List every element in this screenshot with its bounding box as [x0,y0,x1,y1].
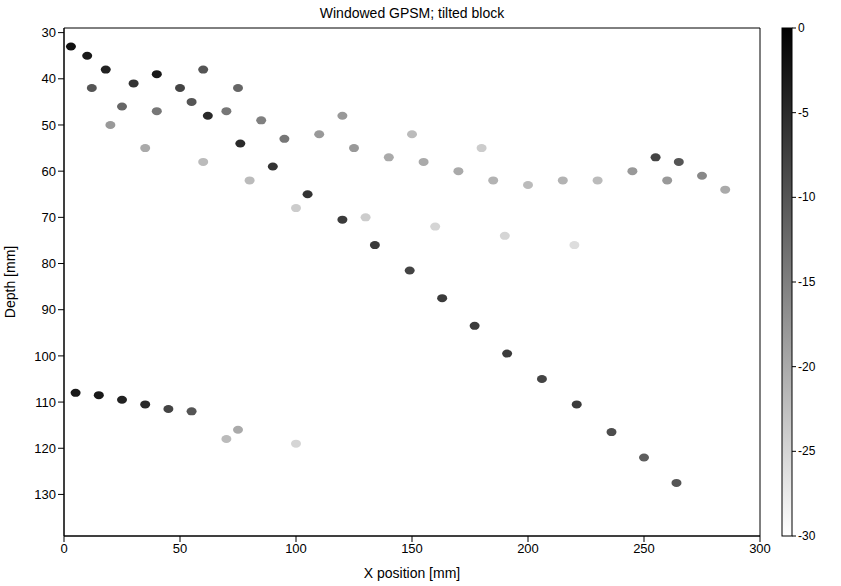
svg-text:250: 250 [633,541,655,556]
svg-text:-30: -30 [798,529,816,543]
svg-text:200: 200 [517,541,539,556]
svg-text:60: 60 [42,164,56,179]
svg-text:110: 110 [35,395,56,410]
svg-text:-10: -10 [798,190,816,204]
svg-text:130: 130 [34,487,56,502]
svg-text:100: 100 [285,541,307,556]
svg-text:-15: -15 [798,275,816,289]
svg-text:80: 80 [42,256,56,271]
svg-text:100: 100 [34,349,56,364]
svg-text:300: 300 [749,541,771,556]
html-text:Windowed GPSM; tilted block: Windowed GPSM; tilted block [319,5,505,21]
svg-text:120: 120 [34,441,56,456]
svg-text:-25: -25 [798,444,816,458]
svg-text:150: 150 [401,541,423,556]
svg-text:0: 0 [60,541,67,556]
svg-text:-5: -5 [798,106,809,120]
svg-text:40: 40 [42,71,56,86]
svg-text:0: 0 [798,21,805,35]
svg-text:X position [mm]: X position [mm] [364,565,460,581]
svg-text:50: 50 [42,118,56,133]
svg-text:90: 90 [42,302,56,317]
svg-text:-20: -20 [798,360,816,374]
svg-text:30: 30 [42,25,56,40]
svg-text:70: 70 [42,210,56,225]
svg-text:50: 50 [173,541,187,556]
svg-text:Depth [mm]: Depth [mm] [2,246,18,318]
